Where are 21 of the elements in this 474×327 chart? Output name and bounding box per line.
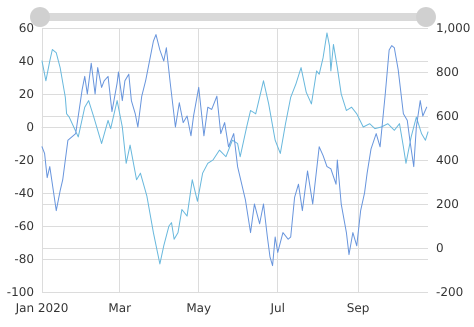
y-tick-label: 20 [18, 87, 34, 101]
x-tick-label: Jul [270, 301, 285, 315]
x-tick-label: Jan 2020 [14, 301, 68, 315]
y-tick-label: 40 [18, 54, 34, 68]
y2-tick-label: 1,000 [436, 21, 470, 35]
y-tick-label: -60 [14, 219, 34, 233]
x-tick-label: Mar [108, 301, 132, 315]
y2-tick-label: 0 [436, 241, 444, 255]
y2-tick-label: -200 [436, 285, 464, 299]
y2-tick-label: 400 [436, 153, 459, 167]
y2-tick-label: 800 [436, 65, 459, 79]
y2-tick-label: 600 [436, 109, 459, 123]
x-tick-label: Sep [346, 301, 370, 315]
y-tick-label: -80 [14, 252, 34, 266]
y-tick-label: -100 [6, 285, 34, 299]
y-tick-label: -20 [14, 153, 34, 167]
x-tick-label: May [186, 301, 212, 315]
y-tick-label: 60 [18, 21, 34, 35]
y-tick-label: 0 [26, 120, 34, 134]
y2-tick-label: 200 [436, 197, 459, 211]
y-tick-label: -40 [14, 186, 34, 200]
